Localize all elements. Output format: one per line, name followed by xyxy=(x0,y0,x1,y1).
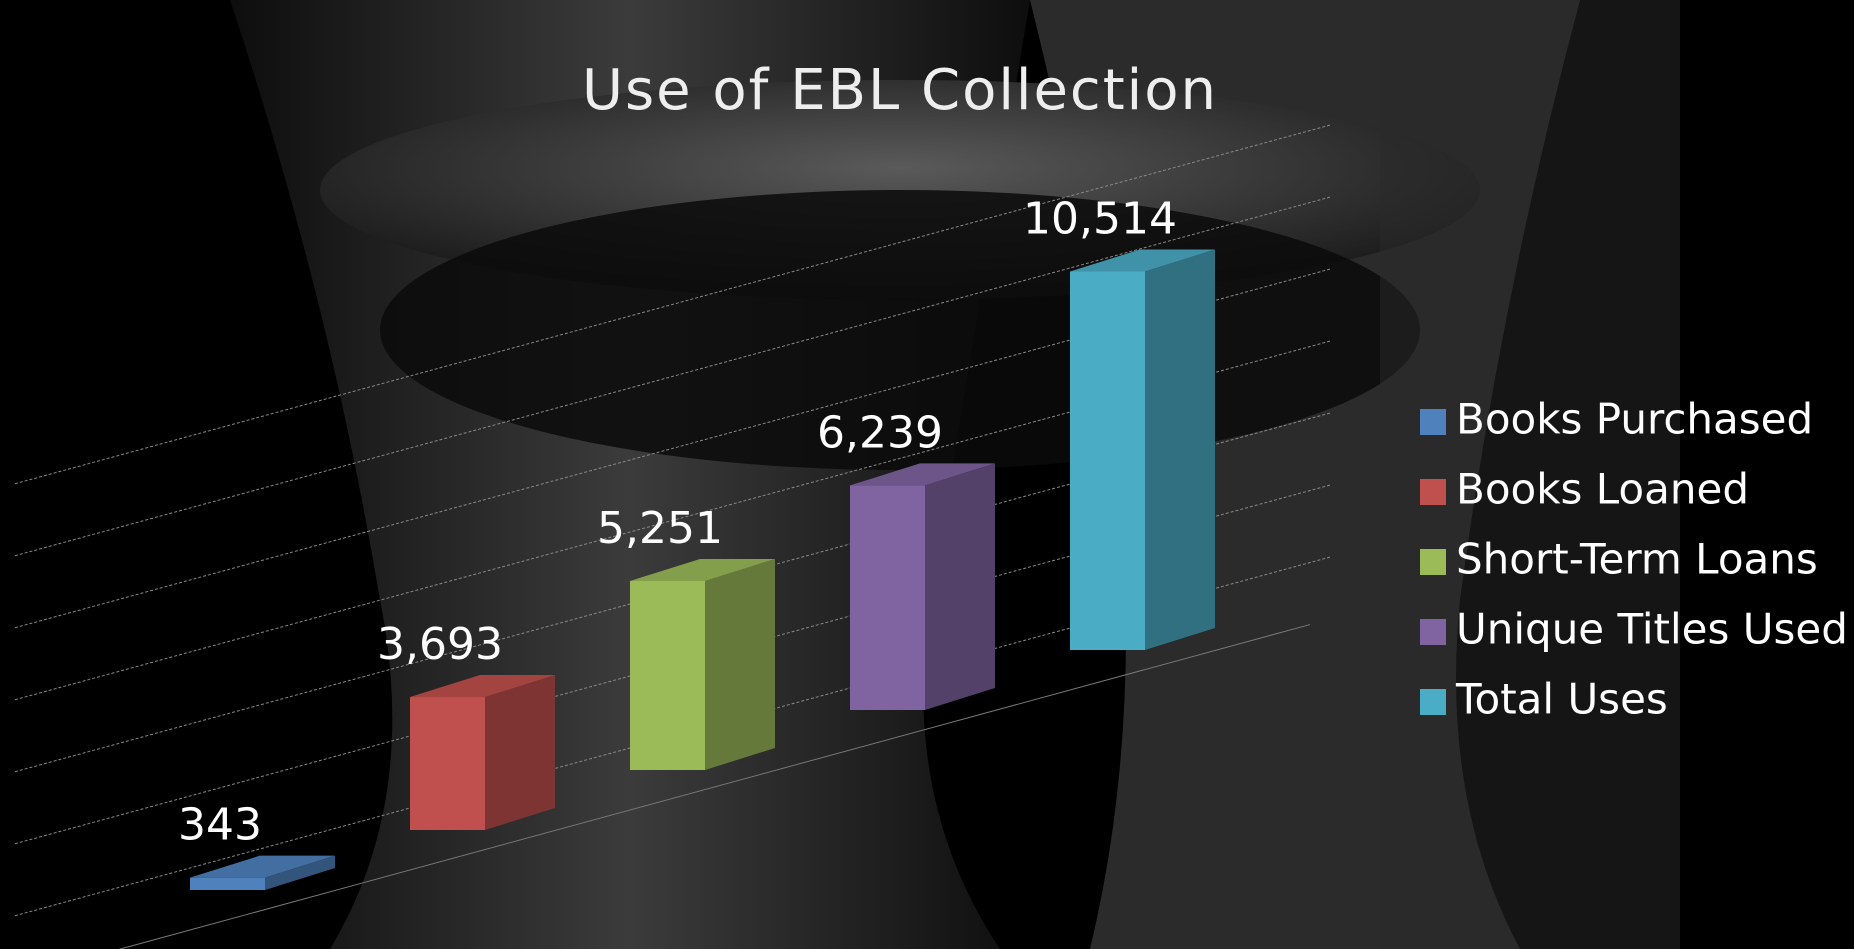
legend-label: Books Purchased xyxy=(1456,395,1813,444)
floor-edge xyxy=(118,624,1311,949)
bar-side xyxy=(265,855,335,890)
data-label: 6,239 xyxy=(817,407,943,458)
bar-top xyxy=(630,558,775,581)
legend-label: Unique Titles Used xyxy=(1456,605,1848,654)
bars: 343 3,693 5,251 6,239 10,514 xyxy=(178,193,1215,890)
bar-side xyxy=(485,675,555,830)
bar-side xyxy=(705,558,775,770)
bar-top xyxy=(850,463,995,486)
data-label: 343 xyxy=(178,800,262,851)
grid-line xyxy=(14,124,1331,485)
chart-title: Use of EBL Collection xyxy=(582,58,1218,123)
data-label: 3,693 xyxy=(377,619,503,670)
bar-side xyxy=(925,463,995,710)
legend-swatch xyxy=(1420,549,1446,575)
bar xyxy=(190,877,265,890)
bar-side xyxy=(1145,249,1215,650)
bar-top xyxy=(410,675,555,698)
legend-label: Books Loaned xyxy=(1456,465,1749,514)
bar xyxy=(630,580,705,770)
legend-swatch xyxy=(1420,479,1446,505)
legend-label: Short-Term Loans xyxy=(1456,535,1818,584)
legend-swatch xyxy=(1420,409,1446,435)
data-label: 10,514 xyxy=(1023,193,1177,244)
bar-top xyxy=(190,855,335,878)
data-label: 5,251 xyxy=(597,503,723,554)
legend-swatch xyxy=(1420,689,1446,715)
legend-label: Total Uses xyxy=(1455,675,1668,724)
legend: Books Purchased Books Loaned Short-Term Lo… xyxy=(1420,395,1848,724)
bar xyxy=(850,485,925,710)
bar xyxy=(410,697,485,830)
grid-line xyxy=(14,196,1331,557)
bar xyxy=(1070,271,1145,650)
bar-top xyxy=(1070,249,1215,272)
legend-swatch xyxy=(1420,619,1446,645)
